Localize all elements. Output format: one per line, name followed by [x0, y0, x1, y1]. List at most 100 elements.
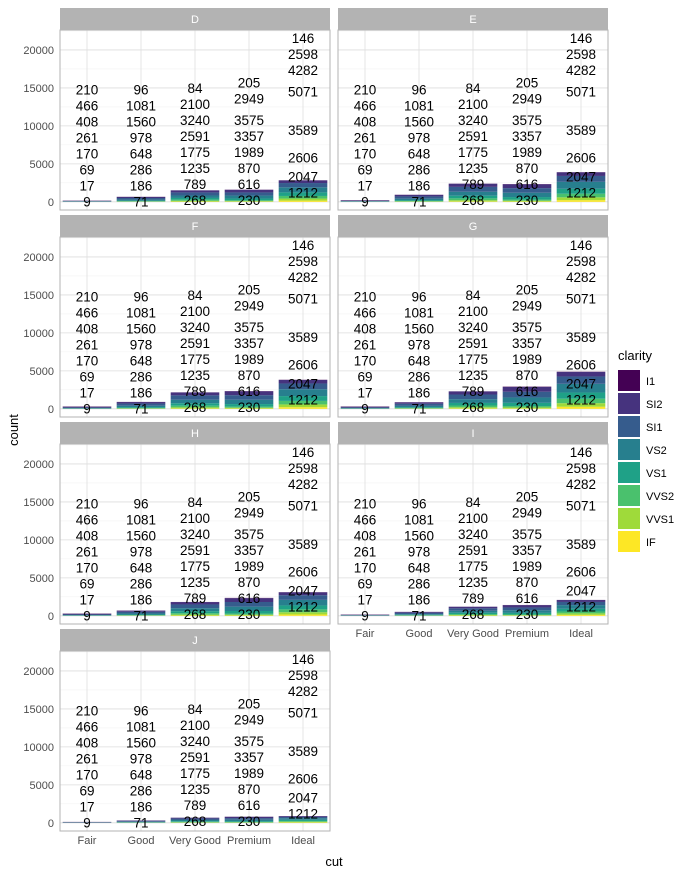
data-label: 2047: [566, 584, 596, 599]
data-label: 870: [238, 368, 261, 383]
facet-strip-label: E: [469, 14, 476, 26]
data-label: 261: [76, 338, 99, 353]
data-label: 466: [76, 720, 99, 735]
data-label: 1775: [180, 766, 210, 781]
data-label: 1212: [566, 186, 596, 201]
data-label: 5071: [288, 85, 318, 100]
data-label: 230: [516, 607, 539, 622]
data-label: 210: [76, 290, 99, 305]
data-label: 96: [133, 496, 148, 511]
data-label: 210: [354, 83, 377, 98]
data-label: 1235: [458, 575, 488, 590]
data-label: 5071: [566, 85, 596, 100]
data-label: 3589: [566, 123, 596, 138]
data-label: 1235: [180, 782, 210, 797]
data-label: 1081: [404, 512, 434, 527]
data-label: 1775: [458, 559, 488, 574]
data-label: 3240: [180, 734, 210, 749]
data-label: 230: [516, 193, 539, 208]
data-label: 466: [76, 99, 99, 114]
data-label: 648: [408, 146, 431, 161]
y-tick-label: 5000: [30, 366, 54, 378]
data-label: 261: [76, 131, 99, 146]
data-label: 408: [354, 115, 377, 130]
data-label: 2949: [234, 713, 264, 728]
data-label: 616: [238, 177, 261, 192]
data-label: 17: [79, 800, 94, 815]
data-label: 2047: [288, 170, 318, 185]
legend-key-IF: [618, 531, 640, 552]
data-label: 1775: [180, 145, 210, 160]
data-label: 2598: [288, 47, 318, 62]
data-label: 3240: [180, 527, 210, 542]
data-label: 1775: [458, 145, 488, 160]
bar-segment-IF: [279, 201, 328, 202]
data-label: 2100: [458, 511, 488, 526]
data-label: 2598: [566, 461, 596, 476]
data-label: 2100: [180, 304, 210, 319]
data-label: 1775: [180, 352, 210, 367]
data-label: 186: [408, 385, 431, 400]
data-label: 170: [354, 147, 377, 162]
y-tick-label: 10000: [23, 535, 54, 547]
data-label: 205: [516, 490, 539, 505]
data-label: 186: [130, 385, 153, 400]
data-label: 9: [361, 609, 369, 624]
legend-key-VVS2: [618, 485, 640, 506]
data-label: 2606: [566, 150, 596, 165]
data-label: 210: [354, 497, 377, 512]
y-tick-label: 15000: [23, 704, 54, 716]
data-label: 5071: [566, 499, 596, 514]
x-tick-label: Good: [406, 628, 433, 640]
data-label: 2949: [512, 299, 542, 314]
data-label: 2598: [288, 461, 318, 476]
data-label: 96: [411, 289, 426, 304]
data-label: 84: [187, 702, 203, 717]
data-label: 3240: [180, 113, 210, 128]
data-label: 1560: [126, 528, 156, 543]
data-label: 1989: [234, 559, 264, 574]
data-label: 230: [238, 400, 261, 415]
data-label: 286: [408, 576, 431, 591]
data-label: 2606: [288, 564, 318, 579]
data-label: 2100: [180, 97, 210, 112]
facet-strip-label: F: [192, 221, 199, 233]
data-label: 84: [465, 495, 481, 510]
y-tick-label: 0: [48, 404, 54, 416]
facet-strip-label: H: [191, 428, 199, 440]
data-label: 978: [130, 130, 153, 145]
data-label: 71: [133, 194, 148, 209]
data-label: 1775: [458, 352, 488, 367]
data-label: 870: [516, 575, 539, 590]
data-label: 2100: [180, 511, 210, 526]
data-label: 2047: [566, 377, 596, 392]
data-label: 5071: [288, 706, 318, 721]
data-label: 286: [408, 162, 431, 177]
data-label: 205: [238, 697, 261, 712]
data-label: 261: [354, 131, 377, 146]
data-label: 1560: [126, 735, 156, 750]
data-label: 186: [408, 592, 431, 607]
legend-key-SI1: [618, 416, 640, 437]
data-label: 978: [408, 337, 431, 352]
data-label: 3240: [458, 320, 488, 335]
y-tick-label: 20000: [23, 666, 54, 678]
data-label: 3575: [234, 734, 264, 749]
y-tick-label: 5000: [30, 159, 54, 171]
data-label: 2606: [288, 357, 318, 372]
data-label: 1212: [288, 393, 318, 408]
data-label: 1235: [180, 161, 210, 176]
legend-key-SI2: [618, 393, 640, 414]
data-label: 1081: [126, 719, 156, 734]
data-label: 1081: [404, 98, 434, 113]
data-label: 4282: [288, 477, 318, 492]
data-label: 789: [462, 177, 485, 192]
data-label: 17: [357, 386, 372, 401]
y-tick-label: 15000: [23, 290, 54, 302]
data-label: 2100: [458, 304, 488, 319]
legend-label: VS2: [646, 445, 667, 457]
facet-strip-label: I: [471, 428, 474, 440]
data-label: 3240: [180, 320, 210, 335]
data-label: 146: [570, 445, 593, 460]
data-label: 71: [133, 815, 148, 830]
